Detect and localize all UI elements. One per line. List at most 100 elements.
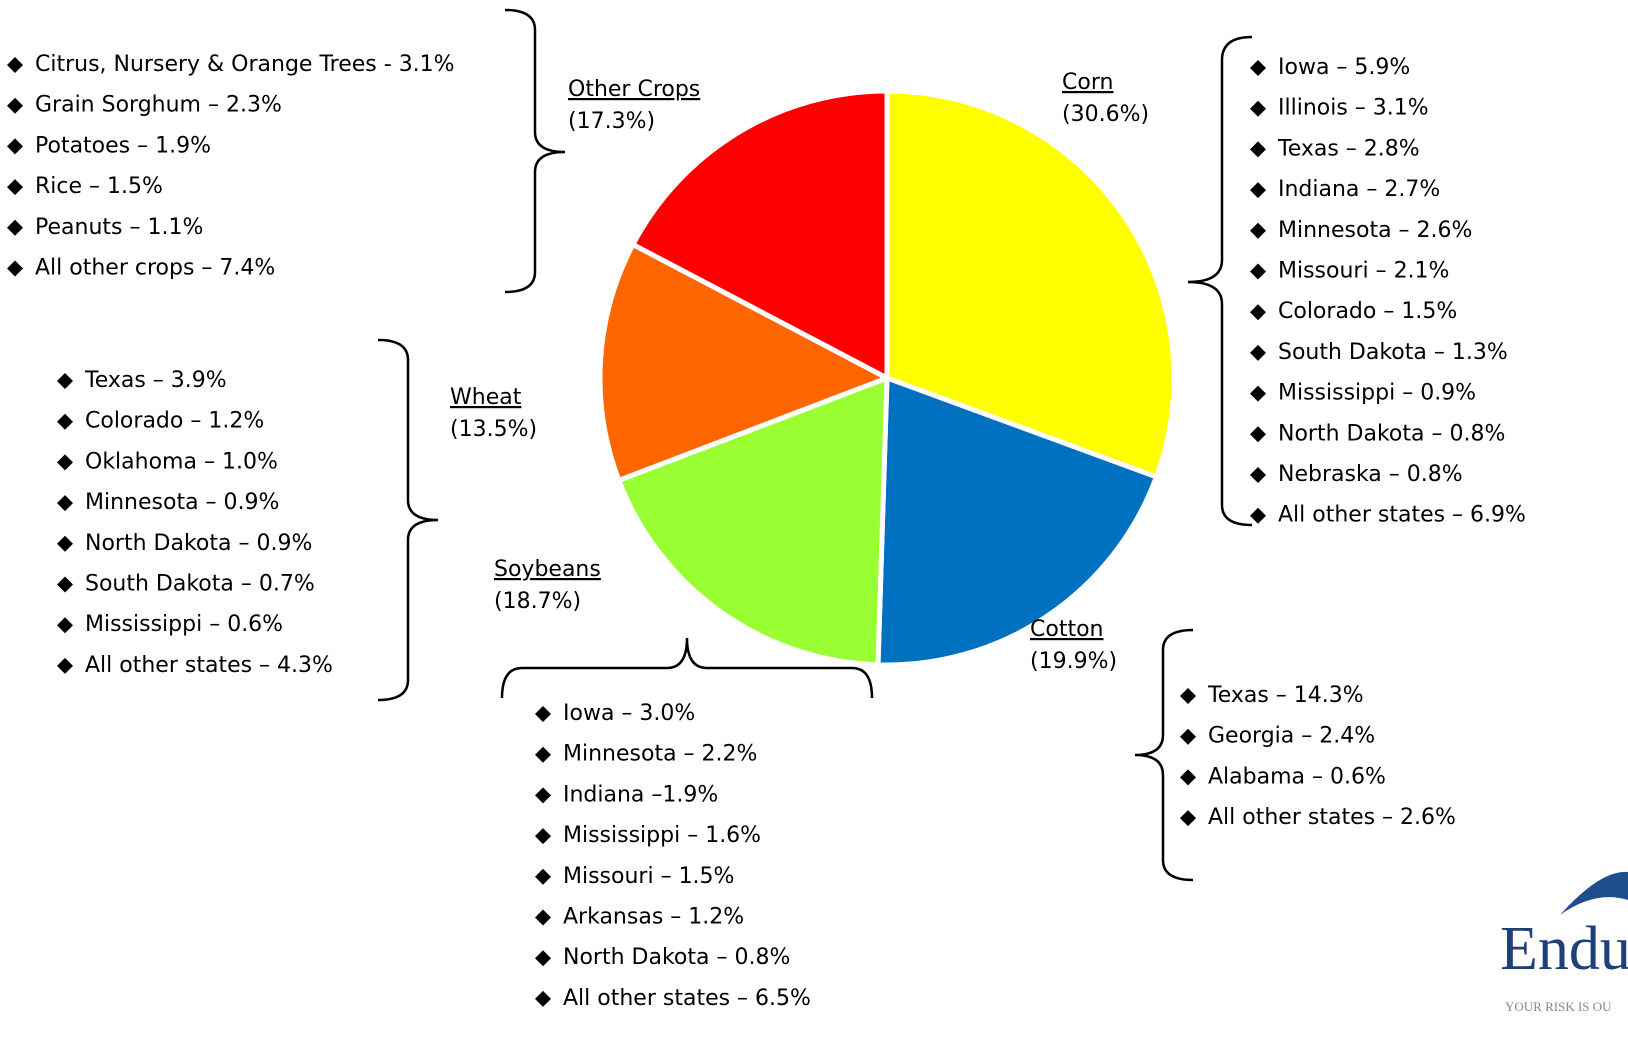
breakdown-item: Mississippi – 0.6% (85, 612, 283, 637)
bullet-diamond (7, 138, 23, 155)
breakdown-item: North Dakota – 0.9% (85, 531, 312, 556)
breakdown-item: Potatoes – 1.9% (35, 133, 211, 158)
bullet-diamond (1250, 141, 1266, 158)
percent-label: (19.9%) (1030, 649, 1117, 674)
breakdown-item: Mississippi – 1.6% (563, 823, 761, 848)
bullet-diamond (1250, 182, 1266, 199)
bullet-diamond (1250, 100, 1266, 117)
breakdown-item: Citrus, Nursery & Orange Trees - 3.1% (35, 52, 455, 77)
bullet-diamond (7, 97, 23, 114)
breakdown-item: North Dakota – 0.8% (563, 945, 790, 970)
bullet-diamond (535, 868, 551, 885)
breakdown-item: Texas – 2.8% (1277, 136, 1420, 161)
logo-swoosh (1560, 871, 1628, 915)
breakdown-item: All other states – 6.9% (1278, 503, 1526, 528)
pie-slice (597, 242, 890, 483)
bullet-diamond (535, 706, 551, 722)
bullet-diamond (57, 657, 73, 674)
category-label: Corn (1062, 70, 1113, 95)
logo: Endu YOUR RISK IS OU (1500, 871, 1628, 1014)
bullet-diamond (7, 260, 23, 277)
bullet-diamond (535, 909, 551, 926)
category-label: Wheat (450, 385, 522, 410)
breakdown-item: Minnesota – 2.2% (563, 742, 757, 767)
bullet-diamond (7, 219, 23, 236)
breakdown-item: Iowa – 5.9% (1278, 55, 1410, 80)
breakdown-item: Nebraska – 0.8% (1278, 462, 1463, 487)
percent-label: (30.6%) (1062, 102, 1149, 127)
breakdown-item: Alabama – 0.6% (1208, 764, 1386, 789)
bullet-diamond (1180, 688, 1196, 704)
bullet-diamond (7, 179, 23, 196)
breakdown-item: Texas – 14.3% (1207, 683, 1364, 708)
bullet-diamond (535, 746, 551, 763)
breakdown-item: Mississippi – 0.9% (1278, 381, 1476, 406)
breakdown-item: Indiana – 2.7% (1278, 177, 1440, 202)
breakdown-item: Georgia – 2.4% (1208, 724, 1375, 749)
breakdown-item: Indiana –1.9% (563, 782, 718, 807)
breakdown-item: Missouri – 2.1% (1278, 259, 1449, 284)
percent-label: (17.3%) (568, 109, 655, 134)
logo-tagline: YOUR RISK IS OU (1505, 999, 1612, 1014)
bullet-diamond (57, 617, 73, 634)
bullet-diamond (1180, 810, 1196, 827)
percent-label: (13.5%) (450, 417, 537, 442)
breakdown-item: Colorado – 1.5% (1278, 299, 1457, 324)
breakdown-item: Arkansas – 1.2% (563, 905, 744, 930)
breakdown-item: Missouri – 1.5% (563, 864, 734, 889)
breakdown-item: Rice – 1.5% (35, 174, 163, 199)
breakdown-item: South Dakota – 1.3% (1278, 340, 1508, 365)
brace (1187, 35, 1253, 527)
breakdown-item: All other states – 4.3% (85, 653, 333, 678)
bullet-diamond (1250, 222, 1266, 239)
bullet-diamond (1250, 263, 1266, 280)
bullet-diamond (57, 576, 73, 593)
bullet-diamond (57, 495, 73, 512)
category-label: Soybeans (494, 557, 601, 582)
breakdown-item: All other states – 2.6% (1208, 805, 1456, 830)
bullet-diamond (1250, 344, 1266, 361)
bullet-diamond (57, 413, 73, 430)
bullet-diamond (535, 828, 551, 845)
breakdown-item: Illinois – 3.1% (1278, 96, 1429, 121)
brace (504, 8, 566, 294)
bullet-diamond (1250, 304, 1266, 321)
bullet-diamond (535, 950, 551, 967)
bullet-diamond (1250, 60, 1266, 76)
breakdown-item: Grain Sorghum – 2.3% (35, 93, 282, 118)
breakdown-item: Peanuts – 1.1% (35, 215, 203, 240)
breakdown-item: South Dakota – 0.7% (85, 572, 315, 597)
bullet-diamond (7, 57, 23, 73)
breakdown-item: North Dakota – 0.8% (1278, 421, 1505, 446)
category-label: Cotton (1030, 617, 1103, 642)
breakdown-item: Texas – 3.9% (84, 368, 227, 393)
percent-label: (18.7%) (494, 589, 581, 614)
breakdown-item: Oklahoma – 1.0% (85, 449, 278, 474)
bullet-diamond (1250, 426, 1266, 443)
pie-slice (884, 88, 1177, 480)
logo-name: Endu (1500, 915, 1628, 983)
brace (377, 338, 439, 702)
breakdown-item: Colorado – 1.2% (85, 409, 264, 434)
breakdown-item: Minnesota – 2.6% (1278, 218, 1472, 243)
bullet-diamond (1180, 769, 1196, 786)
bullet-diamond (57, 535, 73, 552)
pie-slice (616, 375, 890, 668)
braces (377, 8, 1253, 882)
pie-slice (630, 88, 890, 381)
brace (1134, 628, 1194, 882)
brace (500, 637, 874, 699)
category-label: Other Crops (568, 77, 700, 102)
breakdown-item: All other states – 6.5% (563, 986, 811, 1011)
pie-slice (875, 375, 1159, 668)
bullet-diamond (535, 990, 551, 1007)
bullet-diamond (57, 373, 73, 389)
bullet-diamond (1250, 507, 1266, 524)
bullet-diamond (1180, 728, 1196, 745)
bullet-diamond (1250, 467, 1266, 483)
bullet-diamond (57, 454, 73, 471)
breakdown-item: Iowa – 3.0% (563, 701, 695, 726)
bullet-diamond (1250, 385, 1266, 402)
